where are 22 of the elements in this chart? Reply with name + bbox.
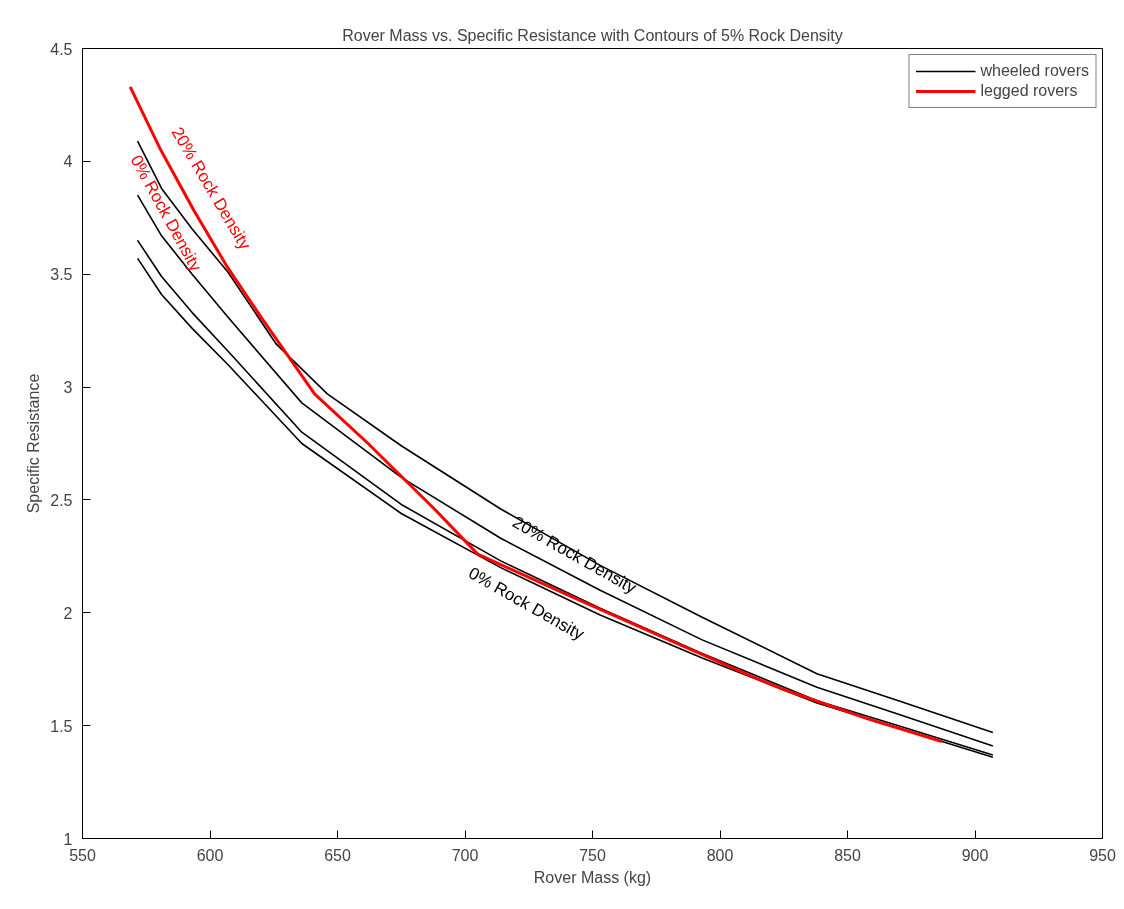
y-tick-label: 1.5: [50, 717, 73, 735]
y-tick-label: 3.5: [50, 266, 73, 284]
x-tick-label: 700: [451, 846, 479, 864]
x-tick-label: 800: [706, 846, 734, 864]
x-tick-label: 950: [1089, 846, 1116, 864]
x-tick-label: 750: [579, 846, 606, 864]
x-tick-label: 600: [196, 846, 224, 864]
y-tick-label: 4: [63, 153, 73, 171]
y-tick-label: 3: [63, 379, 73, 397]
y-tick-label: 2.5: [50, 491, 73, 509]
legend-label: legged rovers: [980, 82, 1078, 100]
y-tick-label: 4.5: [50, 40, 73, 58]
y-tick-label: 2: [63, 604, 73, 622]
x-tick-label: 900: [961, 846, 989, 864]
x-tick-label: 850: [834, 846, 861, 864]
chart-title: Rover Mass vs. Specific Resistance with Contours of 5% Rock Density: [342, 26, 843, 44]
y-axis-title: Specific Resistance: [25, 373, 43, 514]
x-tick-label: 650: [324, 846, 351, 864]
x-axis-title: Rover Mass (kg): [533, 868, 652, 886]
x-tick-label: 550: [69, 846, 96, 864]
legend-label: wheeled rovers: [980, 62, 1089, 80]
y-tick-label: 1: [63, 830, 73, 848]
